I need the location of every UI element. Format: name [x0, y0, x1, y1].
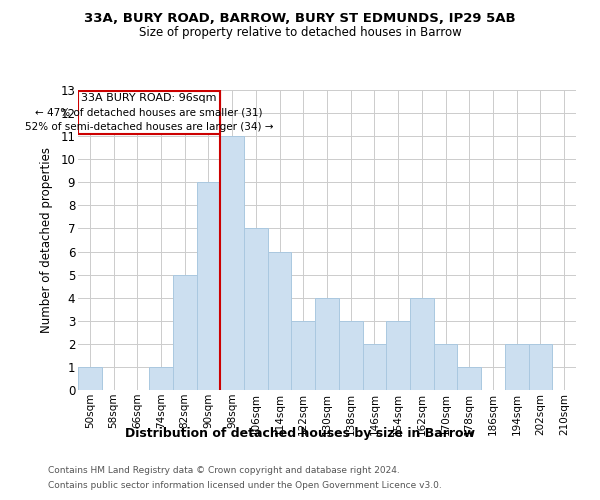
Bar: [78, 367, 102, 390]
Bar: [529, 344, 552, 390]
Bar: [173, 274, 197, 390]
Bar: [457, 367, 481, 390]
FancyBboxPatch shape: [78, 91, 220, 134]
Bar: [410, 298, 434, 390]
Text: Contains HM Land Registry data © Crown copyright and database right 2024.: Contains HM Land Registry data © Crown c…: [48, 466, 400, 475]
Text: 33A BURY ROAD: 96sqm: 33A BURY ROAD: 96sqm: [82, 92, 217, 102]
Bar: [149, 367, 173, 390]
Bar: [315, 298, 339, 390]
Bar: [362, 344, 386, 390]
Bar: [434, 344, 457, 390]
Text: 33A, BURY ROAD, BARROW, BURY ST EDMUNDS, IP29 5AB: 33A, BURY ROAD, BARROW, BURY ST EDMUNDS,…: [84, 12, 516, 26]
Bar: [386, 321, 410, 390]
Text: Distribution of detached houses by size in Barrow: Distribution of detached houses by size …: [125, 428, 475, 440]
Y-axis label: Number of detached properties: Number of detached properties: [40, 147, 53, 333]
Bar: [197, 182, 220, 390]
Bar: [244, 228, 268, 390]
Bar: [505, 344, 529, 390]
Bar: [220, 136, 244, 390]
Text: Size of property relative to detached houses in Barrow: Size of property relative to detached ho…: [139, 26, 461, 39]
Bar: [339, 321, 362, 390]
Text: Contains public sector information licensed under the Open Government Licence v3: Contains public sector information licen…: [48, 481, 442, 490]
Text: 52% of semi-detached houses are larger (34) →: 52% of semi-detached houses are larger (…: [25, 122, 274, 132]
Text: ← 47% of detached houses are smaller (31): ← 47% of detached houses are smaller (31…: [35, 108, 263, 118]
Bar: [292, 321, 315, 390]
Bar: [268, 252, 292, 390]
